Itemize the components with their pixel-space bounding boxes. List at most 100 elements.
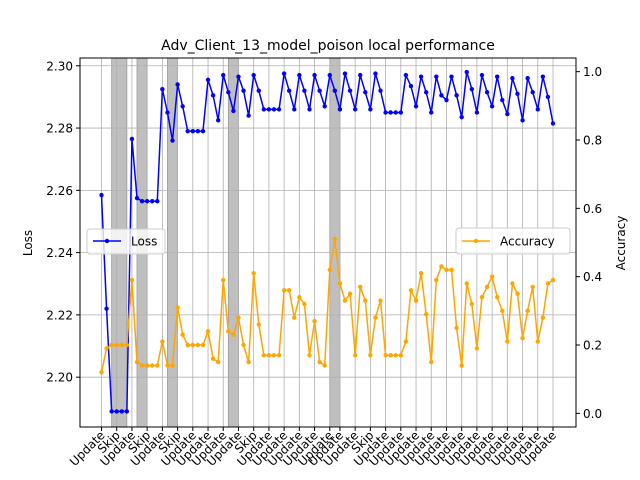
x-axis: UpdateSkipUpdateSkipUpdateSkipUpdateUpda…: [67, 427, 559, 469]
accuracy-point: [545, 281, 551, 286]
accuracy-point: [114, 342, 119, 348]
loss-point: [464, 69, 469, 75]
accuracy-line: [100, 238, 554, 373]
left-tick-label: 2.22: [46, 308, 73, 322]
accuracy-point: [241, 342, 246, 348]
loss-point: [195, 128, 201, 134]
loss-point: [281, 71, 287, 76]
loss-point: [347, 88, 353, 93]
right-tick-label: 0.4: [583, 270, 602, 284]
accuracy-point: [505, 339, 510, 344]
loss-point: [545, 94, 551, 100]
accuracy-point: [525, 308, 530, 314]
accuracy-point: [413, 298, 419, 303]
chart-title: Adv_Client_13_model_poison local perform…: [161, 38, 495, 54]
loss-point: [276, 107, 282, 112]
loss-point: [494, 74, 500, 79]
accuracy-point: [358, 284, 363, 290]
accuracy-point: [261, 353, 267, 358]
accuracy-point: [165, 363, 170, 368]
loss-point: [261, 107, 267, 112]
loss-point: [358, 72, 363, 78]
right-tick-label: 1.0: [583, 65, 602, 79]
accuracy-point: [530, 284, 535, 290]
accuracy-point: [251, 271, 256, 276]
loss-point: [439, 93, 444, 98]
loss-point: [256, 88, 261, 93]
loss-point: [459, 114, 464, 120]
accuracy-point: [515, 291, 520, 296]
loss-point: [210, 93, 216, 98]
loss-point: [500, 97, 505, 103]
accuracy-point: [104, 346, 109, 351]
loss-point: [246, 113, 251, 118]
right-tick-label: 0.2: [583, 339, 602, 353]
accuracy-point: [236, 315, 241, 320]
left-tick-label: 2.30: [46, 59, 73, 73]
accuracy-point: [444, 267, 449, 273]
loss-point: [134, 195, 140, 201]
loss-point: [454, 93, 459, 98]
right-tick-label: 0.6: [583, 202, 602, 216]
loss-point: [160, 86, 165, 92]
accuracy-point: [215, 359, 221, 365]
accuracy-point: [429, 359, 434, 365]
accuracy-point: [494, 294, 500, 300]
loss-point: [525, 76, 530, 81]
loss-point: [200, 128, 206, 134]
loss-point: [520, 118, 525, 123]
accuracy-point: [195, 342, 201, 348]
loss-point: [429, 110, 434, 115]
loss-point: [251, 72, 256, 78]
loss-point: [505, 111, 510, 117]
loss-point: [144, 199, 150, 204]
loss-point: [373, 71, 378, 76]
right-tick-label: 0.0: [583, 407, 602, 421]
loss-point: [205, 77, 211, 82]
accuracy-point: [99, 370, 104, 375]
accuracy-point: [302, 301, 307, 307]
loss-point: [342, 71, 348, 76]
accuracy-point: [205, 329, 211, 334]
loss-point: [398, 110, 404, 115]
accuracy-point: [292, 315, 297, 320]
loss-point: [297, 72, 302, 78]
accuracy-point: [190, 342, 196, 348]
loss-point: [190, 128, 196, 134]
accuracy-point: [155, 363, 160, 368]
loss-point: [515, 91, 520, 97]
loss-point: [271, 107, 277, 112]
left-tick-label: 2.26: [46, 184, 73, 198]
right-tick-label: 0.8: [583, 134, 602, 148]
accuracy-point: [231, 332, 236, 337]
accuracy-point: [434, 277, 439, 283]
loss-point: [109, 409, 114, 414]
accuracy-point: [373, 315, 378, 320]
loss-point: [114, 409, 119, 414]
loss-point: [469, 86, 475, 92]
accuracy-point: [368, 353, 373, 358]
accuracy-point: [398, 353, 404, 358]
accuracy-point: [337, 281, 343, 286]
loss-point: [393, 110, 398, 115]
loss-point: [403, 72, 409, 78]
accuracy-point: [226, 329, 231, 334]
accuracy-point: [134, 359, 140, 365]
accuracy-point: [459, 363, 464, 368]
grid: [80, 58, 576, 427]
loss-point: [423, 90, 429, 95]
accuracy-point: [469, 301, 475, 307]
legend-accuracy-marker: [473, 238, 479, 244]
loss-point: [139, 199, 145, 204]
loss-point: [479, 72, 485, 78]
accuracy-point: [119, 342, 124, 348]
loss-point: [119, 409, 124, 414]
accuracy-point: [393, 353, 398, 358]
accuracy-point: [464, 281, 469, 286]
accuracy-point: [150, 363, 155, 368]
accuracy-point: [170, 363, 175, 368]
loss-point: [413, 104, 419, 109]
accuracy-point: [403, 339, 409, 344]
accuracy-point: [408, 288, 414, 293]
accuracy-point: [540, 315, 546, 320]
